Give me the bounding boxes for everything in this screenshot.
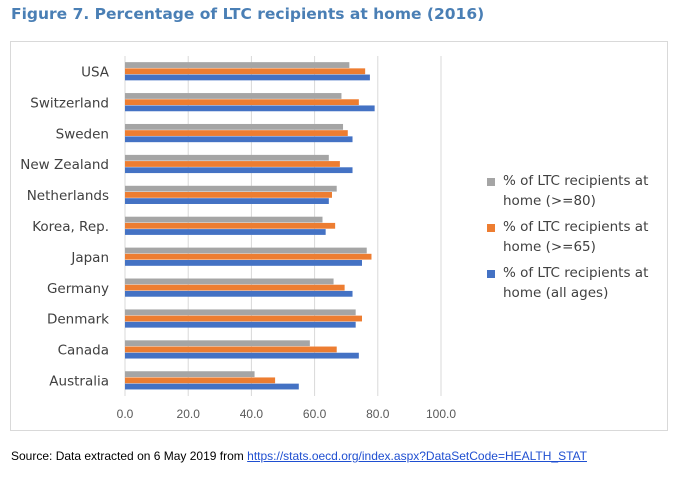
bar (125, 377, 276, 384)
x-tick-label: 60.0 (303, 407, 327, 421)
bar (125, 346, 337, 353)
bar (125, 229, 326, 235)
bar (125, 167, 353, 174)
bar (125, 185, 337, 192)
bar (125, 105, 375, 112)
x-tick-label: 80.0 (366, 407, 390, 421)
x-tick-label: 0.0 (117, 407, 134, 421)
category-label: USA (81, 64, 110, 80)
bar (125, 309, 356, 316)
bar (125, 154, 329, 161)
bar (125, 253, 372, 260)
legend-label: home (all ages) (503, 285, 608, 301)
bar (125, 93, 342, 99)
bar (125, 99, 359, 106)
bar (125, 290, 353, 297)
category-label: Switzerland (30, 95, 109, 111)
legend-label: home (>=80) (503, 193, 596, 209)
source-link[interactable]: https://stats.oecd.org/index.aspx?DataSe… (247, 449, 587, 463)
bar (125, 222, 336, 229)
bar (125, 136, 353, 143)
source-note: Source: Data extracted on 6 May 2019 fro… (11, 449, 587, 463)
legend-swatch (487, 178, 495, 186)
bar (125, 161, 340, 167)
chart-frame (10, 41, 668, 431)
bar (125, 315, 362, 322)
category-label: New Zealand (20, 157, 109, 173)
category-label: Canada (58, 343, 109, 359)
category-label: Sweden (56, 126, 109, 142)
bar (125, 68, 366, 75)
bar (125, 130, 348, 136)
bar (125, 278, 334, 285)
x-tick-label: 100.0 (426, 407, 456, 421)
legend-label: % of LTC recipients at (503, 265, 648, 281)
bar (125, 74, 370, 81)
bar (125, 321, 356, 328)
bar (125, 198, 329, 204)
category-label: Netherlands (27, 188, 109, 204)
bar (125, 247, 367, 254)
legend-label: home (>=65) (503, 239, 596, 255)
category-label: Denmark (47, 312, 109, 328)
bar (125, 340, 310, 347)
category-label: Australia (49, 374, 109, 390)
bar (125, 352, 359, 359)
category-label: Korea, Rep. (32, 219, 109, 235)
figure-title: Figure 7. Percentage of LTC recipients a… (11, 5, 485, 23)
bar (125, 216, 323, 223)
bar (125, 191, 332, 198)
category-label: Germany (47, 281, 109, 297)
bar (125, 260, 362, 266)
bar (125, 123, 344, 130)
bar (125, 62, 350, 68)
legend-swatch (487, 224, 495, 232)
bar (125, 371, 255, 378)
legend-label: % of LTC recipients at (503, 173, 648, 189)
bar (125, 383, 299, 390)
source-text: Source: Data extracted on 6 May 2019 fro… (11, 449, 244, 463)
category-label: Japan (70, 250, 109, 266)
bar (125, 284, 345, 291)
x-tick-label: 40.0 (240, 407, 264, 421)
legend-label: % of LTC recipients at (503, 219, 648, 235)
x-tick-label: 20.0 (177, 407, 201, 421)
legend-swatch (487, 270, 495, 278)
